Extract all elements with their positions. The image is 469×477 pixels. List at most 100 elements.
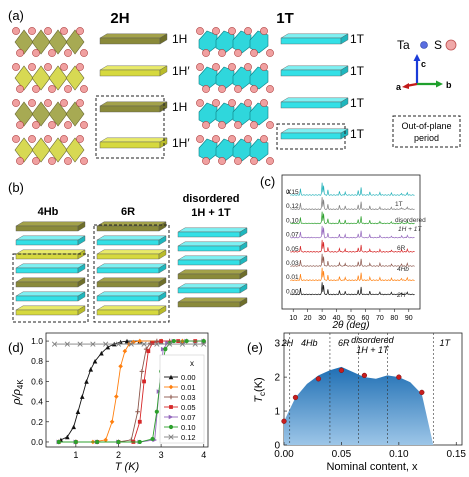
s-atom (80, 157, 88, 165)
s-atom (218, 121, 226, 129)
s-atom (48, 121, 56, 129)
slab-6r-7-top (96, 305, 167, 311)
rho-y-tick-label: 0.2 (31, 417, 43, 427)
tc-dome (281, 333, 434, 445)
rho-point-0.03 (128, 437, 134, 443)
rho-point-0.12 (192, 341, 198, 347)
xrd-x-value: 0.07 (286, 232, 299, 239)
slab-2h-1 (99, 37, 161, 45)
s-atom (244, 135, 252, 143)
stack-6r-label: 6R (121, 206, 135, 218)
rho-legend-label: 0.00 (181, 373, 196, 382)
panel-d-label: (d) (8, 340, 24, 355)
s-atom (266, 85, 274, 93)
slabs-2h (99, 33, 168, 149)
xrd-x-value: 0.15 (286, 189, 299, 196)
slab-4hb-2 (15, 239, 79, 246)
s-atom (44, 135, 52, 143)
rho-point-0.00 (99, 350, 104, 356)
tc-y-tick-label: 0 (274, 441, 280, 452)
rho-point-0.01 (109, 419, 115, 425)
header-1t: 1T (276, 10, 294, 27)
rho-point-0.10 (95, 439, 100, 445)
s-atom (202, 49, 210, 57)
rho-point-0.00 (124, 338, 130, 344)
octahedron-1t (249, 30, 269, 54)
slab-dis-4-top (177, 269, 248, 275)
tc-x-tick-label: 0.00 (274, 449, 294, 460)
rho-point-0.12 (201, 341, 207, 347)
rho-point-0.00 (75, 409, 81, 414)
s-atom (260, 135, 268, 143)
ta-atom-icon (420, 41, 428, 49)
rho-x-tick-label: 4 (201, 450, 206, 460)
s-atom (76, 99, 84, 107)
slab-1t-4 (280, 132, 342, 140)
rho-point-0.12 (154, 341, 160, 347)
s-atom (260, 99, 268, 107)
rho-point-0.03 (143, 346, 149, 352)
slab-6r-2-top (96, 235, 167, 241)
rho-point-0.12 (167, 341, 173, 347)
slab-4hb-6 (15, 295, 79, 302)
slab-2h-1-top (99, 33, 168, 39)
rho-point-0.01 (103, 437, 108, 443)
stack-disordered-label: disordered (183, 193, 240, 205)
xrd-tick-label: 50 (347, 315, 355, 322)
slab-4hb-2-side (77, 235, 86, 246)
slab-1t-3 (280, 101, 342, 109)
xrd-tick-label: 20 (304, 315, 312, 322)
xrd-pattern-0.01 (290, 267, 415, 282)
tc-phase-label: 4Hb (301, 338, 318, 348)
stack-4hb-label: 4Hb (38, 206, 59, 218)
octahedron-1t (249, 138, 269, 162)
legend-period-line1: Out-of-plane (401, 121, 451, 131)
slab-2h-2 (99, 69, 161, 77)
header-2h: 2H (110, 10, 129, 27)
rho-series (51, 338, 207, 445)
slab-6r-4-side (158, 263, 167, 274)
rho-legend-label: 0.10 (181, 423, 196, 432)
stacking-illustrations (15, 221, 248, 316)
panel-a-label: (a) (8, 8, 24, 23)
rho-x-tick-label: 2 (116, 450, 121, 460)
slab-dis-2-side (239, 241, 248, 252)
rho-point-0.05 (142, 379, 146, 384)
slabs-1t (280, 33, 349, 140)
s-atom (16, 85, 24, 93)
tc-x-axis-label: Nominal content, x (326, 461, 418, 473)
tc-point (315, 376, 322, 382)
panel-e-label: (e) (247, 340, 263, 355)
layer-2h-4: 1H′ (172, 136, 190, 150)
structure-1t-illustration (196, 27, 274, 165)
s-atom (212, 63, 220, 71)
xrd-x-variable: x (286, 187, 292, 196)
rho-point-0.03 (139, 369, 145, 374)
s-atom (250, 49, 258, 57)
slab-dis-1-top (177, 227, 248, 233)
rho-point-0.10 (137, 439, 142, 445)
period-box-1t (276, 123, 346, 150)
s-atom (234, 157, 242, 165)
slab-1t-1-top (280, 33, 349, 39)
rho-point-0.10 (184, 338, 189, 344)
axis-c-label: c (421, 59, 426, 69)
s-atom (266, 157, 274, 165)
rho-point-0.05 (150, 341, 155, 345)
slab-dis-5 (177, 287, 241, 294)
slab-4hb-5 (15, 281, 79, 288)
s-atom (32, 121, 40, 129)
slab-6r-1-side (158, 221, 167, 232)
s-atom (44, 63, 52, 71)
slab-2h-2-side (159, 65, 168, 77)
octahedron-1t (249, 102, 269, 126)
slab-1t-2-side (340, 65, 349, 77)
rho-legend-label: 0.01 (181, 383, 196, 392)
s-atom (44, 27, 52, 35)
s-atom (202, 121, 210, 129)
rho-point-0.12 (179, 341, 186, 347)
slab-1t-1 (280, 37, 342, 45)
period-box-4hb (12, 253, 89, 323)
tc-phase-label: 2H (281, 338, 294, 348)
